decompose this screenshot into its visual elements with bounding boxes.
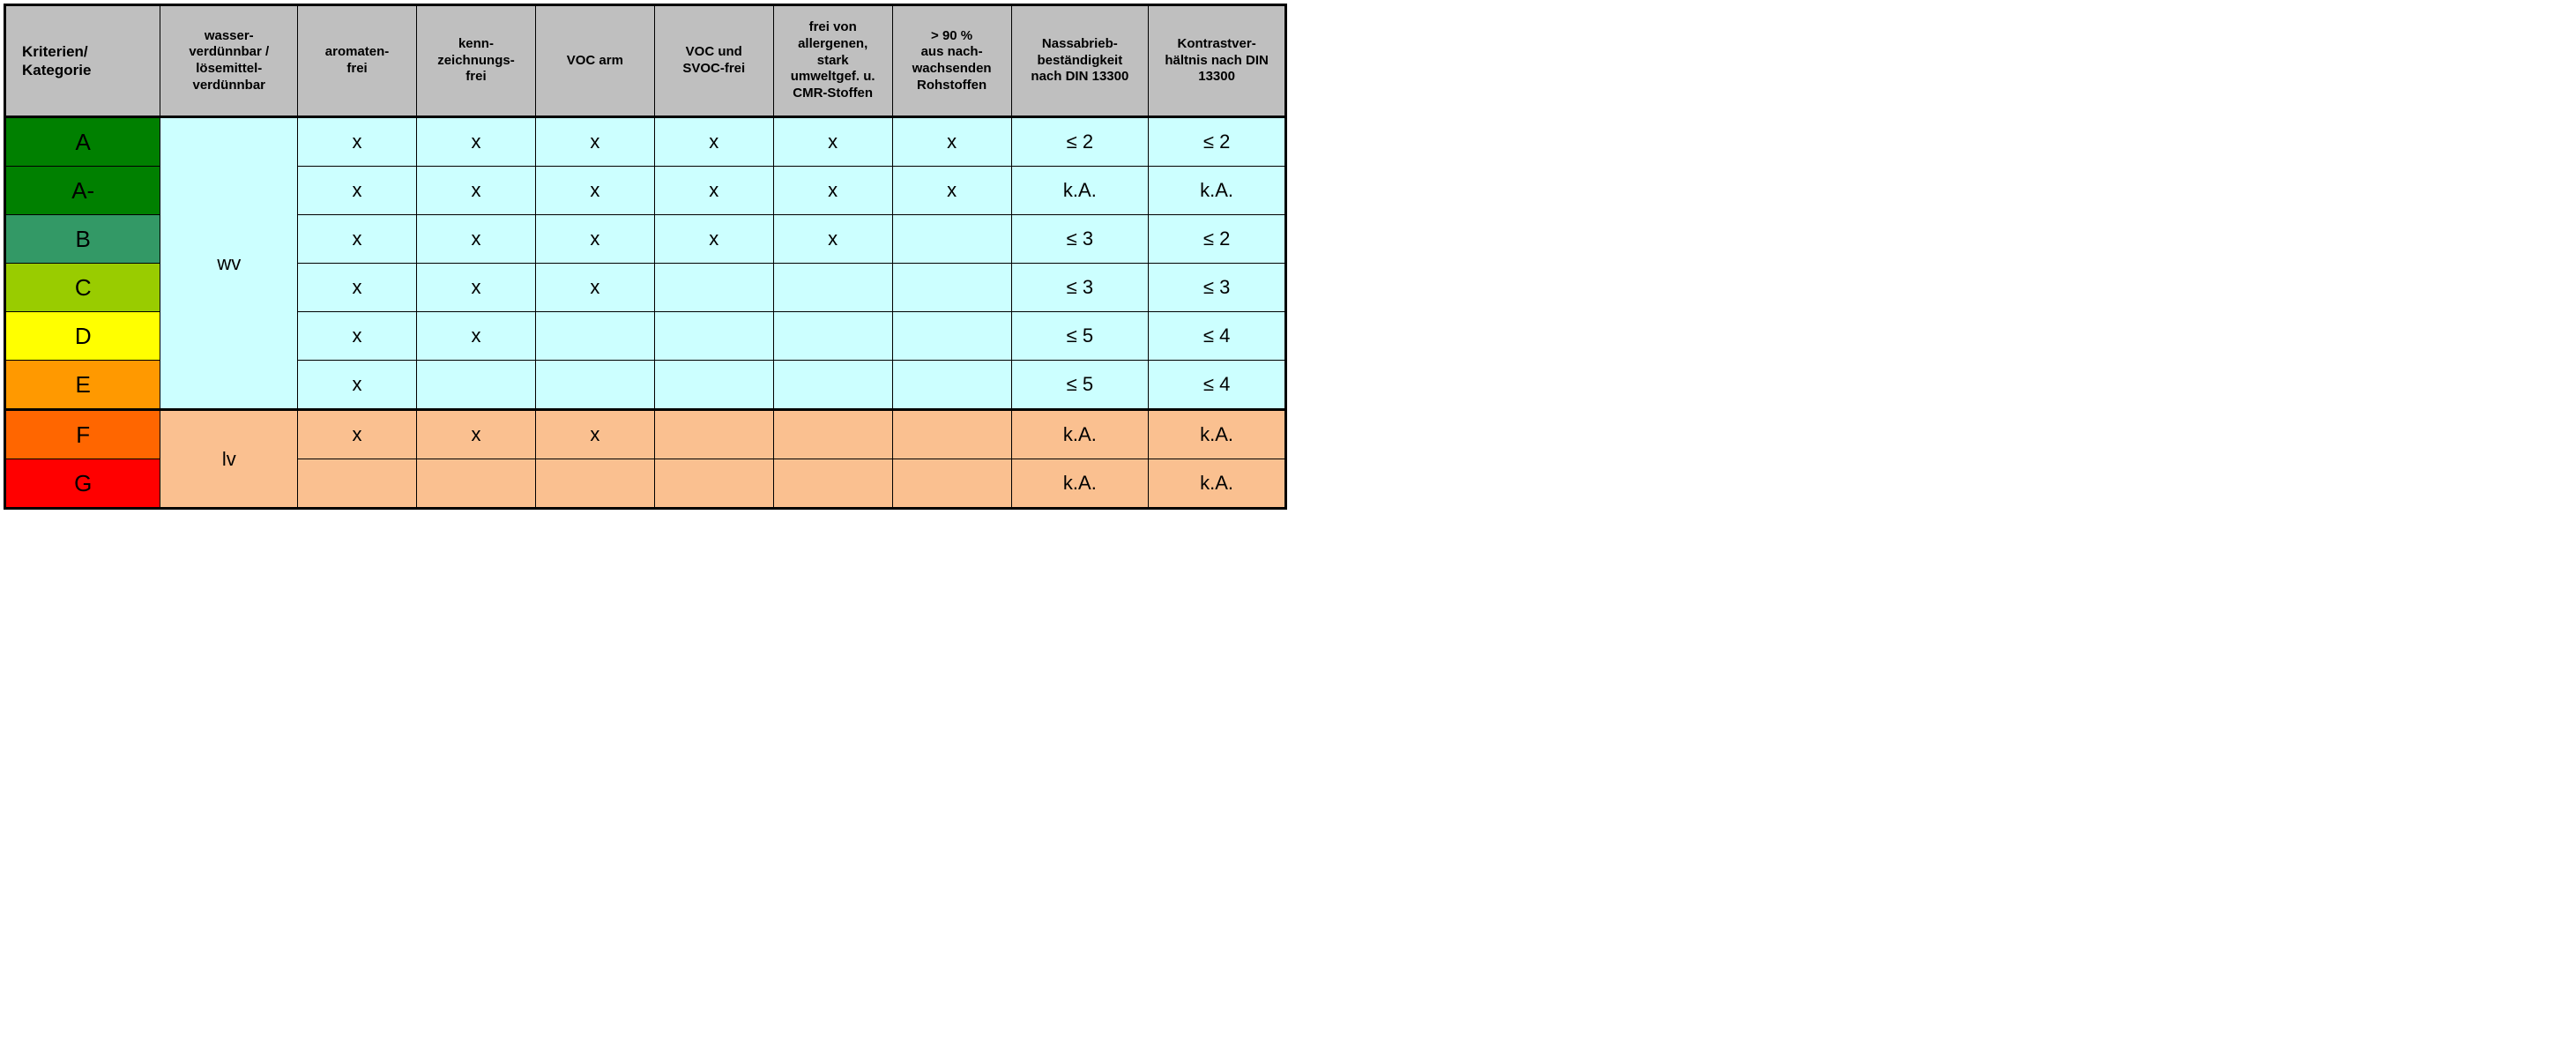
value-cell — [773, 459, 892, 509]
category-cell: F — [5, 410, 160, 459]
value-cell: x — [417, 312, 536, 361]
value-cell — [417, 361, 536, 410]
value-cell: ≤ 3 — [1149, 264, 1286, 312]
value-cell: x — [417, 215, 536, 264]
col-header: > 90 %aus nach-wachsendenRohstoffen — [892, 5, 1011, 117]
col-header: VOC arm — [535, 5, 654, 117]
value-cell — [892, 215, 1011, 264]
value-cell: x — [298, 215, 417, 264]
value-cell: x — [417, 264, 536, 312]
value-cell — [535, 312, 654, 361]
value-cell — [654, 264, 773, 312]
value-cell: x — [298, 167, 417, 215]
col-header: wasser-verdünnbar /lösemittel-verdünnbar — [160, 5, 298, 117]
col-header: frei vonallergenen,starkumweltgef. u.CMR… — [773, 5, 892, 117]
value-cell — [654, 410, 773, 459]
dilution-group-cell: wv — [160, 117, 298, 410]
value-cell: x — [654, 215, 773, 264]
value-cell: x — [417, 117, 536, 167]
value-cell: x — [892, 167, 1011, 215]
category-cell: A- — [5, 167, 160, 215]
category-cell: C — [5, 264, 160, 312]
value-cell — [773, 410, 892, 459]
value-cell — [298, 459, 417, 509]
value-cell: x — [298, 117, 417, 167]
criteria-table: Kriterien/Kategorie wasser-verdünnbar /l… — [4, 4, 1287, 510]
value-cell: x — [417, 410, 536, 459]
value-cell — [535, 459, 654, 509]
value-cell — [892, 361, 1011, 410]
category-cell: B — [5, 215, 160, 264]
value-cell — [654, 459, 773, 509]
value-cell: ≤ 3 — [1011, 215, 1149, 264]
value-cell: ≤ 4 — [1149, 312, 1286, 361]
value-cell: x — [298, 312, 417, 361]
col-header: Kriterien/Kategorie — [5, 5, 160, 117]
value-cell: x — [773, 215, 892, 264]
value-cell: x — [298, 264, 417, 312]
col-header: VOC undSVOC-frei — [654, 5, 773, 117]
value-cell — [535, 361, 654, 410]
value-cell: ≤ 4 — [1149, 361, 1286, 410]
value-cell: x — [535, 117, 654, 167]
value-cell: k.A. — [1149, 167, 1286, 215]
dilution-group-cell: lv — [160, 410, 298, 509]
category-cell: G — [5, 459, 160, 509]
value-cell: x — [654, 167, 773, 215]
col-header: kenn-zeichnungs-frei — [417, 5, 536, 117]
value-cell: x — [535, 410, 654, 459]
table-row: Awvxxxxxx≤ 2≤ 2 — [5, 117, 1286, 167]
value-cell: ≤ 3 — [1011, 264, 1149, 312]
value-cell — [654, 361, 773, 410]
value-cell — [892, 312, 1011, 361]
col-header: Nassabrieb-beständigkeitnach DIN 13300 — [1011, 5, 1149, 117]
value-cell: x — [298, 361, 417, 410]
value-cell: ≤ 5 — [1011, 312, 1149, 361]
value-cell: x — [417, 167, 536, 215]
value-cell: x — [654, 117, 773, 167]
value-cell: ≤ 2 — [1149, 215, 1286, 264]
table-body: Awvxxxxxx≤ 2≤ 2A-xxxxxxk.A.k.A.Bxxxxx≤ 3… — [5, 117, 1286, 509]
value-cell: k.A. — [1149, 459, 1286, 509]
value-cell: x — [892, 117, 1011, 167]
value-cell: x — [773, 117, 892, 167]
value-cell — [417, 459, 536, 509]
value-cell: x — [773, 167, 892, 215]
table-header-row: Kriterien/Kategorie wasser-verdünnbar /l… — [5, 5, 1286, 117]
value-cell: k.A. — [1149, 410, 1286, 459]
value-cell: x — [535, 167, 654, 215]
value-cell — [773, 264, 892, 312]
value-cell: ≤ 5 — [1011, 361, 1149, 410]
value-cell — [892, 264, 1011, 312]
category-cell: D — [5, 312, 160, 361]
value-cell — [892, 459, 1011, 509]
value-cell: ≤ 2 — [1011, 117, 1149, 167]
value-cell — [773, 361, 892, 410]
category-cell: A — [5, 117, 160, 167]
value-cell — [773, 312, 892, 361]
value-cell: k.A. — [1011, 459, 1149, 509]
col-header: Kontrastver-hältnis nach DIN13300 — [1149, 5, 1286, 117]
table-row: Flvxxxk.A.k.A. — [5, 410, 1286, 459]
category-cell: E — [5, 361, 160, 410]
value-cell: ≤ 2 — [1149, 117, 1286, 167]
value-cell — [892, 410, 1011, 459]
value-cell: x — [298, 410, 417, 459]
col-header: aromaten-frei — [298, 5, 417, 117]
value-cell: k.A. — [1011, 410, 1149, 459]
value-cell: x — [535, 215, 654, 264]
value-cell: k.A. — [1011, 167, 1149, 215]
value-cell: x — [535, 264, 654, 312]
value-cell — [654, 312, 773, 361]
